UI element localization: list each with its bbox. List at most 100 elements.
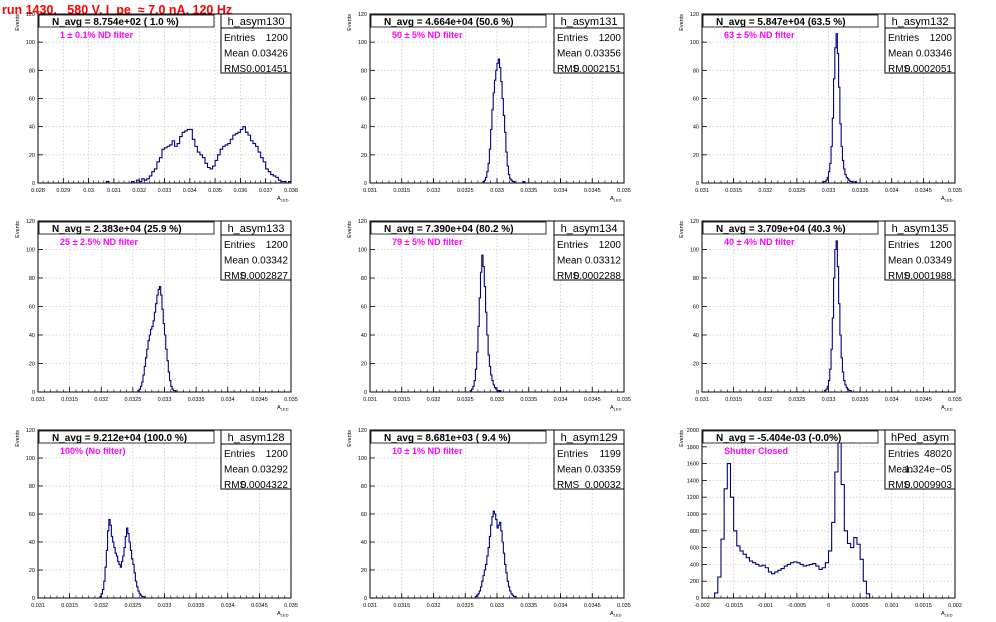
y-tick-label: 40 [361, 333, 367, 339]
x-axis-label: ALED [941, 405, 953, 412]
x-tick-label: -0.002 [694, 603, 710, 609]
stats-value-entries: 1200 [599, 33, 622, 44]
stats-key-entries: Entries [888, 240, 919, 251]
x-tick-label: 0.035 [948, 397, 962, 403]
stats-value-mean: 0.03426 [252, 49, 289, 60]
histogram-panel-h_asym134: 0.031 0.0315 0.032 0.0325 0.033 0.0335 0.034 0.… [347, 219, 631, 412]
x-tick-label: 0.0315 [393, 397, 410, 403]
stats-value-entries: 1200 [599, 240, 622, 251]
y-tick-label: 600 [690, 546, 699, 552]
y-tick-label: 80 [29, 276, 35, 282]
histogram-name: h_asym129 [561, 432, 618, 444]
x-tick-label: 0.033 [158, 188, 172, 194]
x-tick-label: 0.034 [885, 188, 899, 194]
y-tick-label: 20 [693, 153, 699, 159]
x-tick-label: 0.037 [259, 188, 273, 194]
stats-key-entries: Entries [224, 33, 255, 44]
y-tick-label: 0 [32, 390, 35, 396]
plot-frame [369, 220, 625, 393]
x-tick-label: 0.0335 [852, 397, 869, 403]
y-tick-label: 40 [29, 333, 35, 339]
x-tick-label: 0.035 [284, 397, 298, 403]
y-tick-label: 1000 [687, 512, 699, 518]
stats-key-mean: Mean [224, 49, 249, 60]
x-axis-label: ALED [941, 196, 953, 203]
y-tick-label: 80 [361, 68, 367, 74]
stats-value-rms: 0.0002827 [241, 271, 289, 282]
histogram-panel-h_asym130: 0.028 0.029 0.03 0.031 0.032 0.033 0.034 0.035 0… [15, 12, 298, 203]
x-tick-label: 0.031 [31, 603, 45, 609]
stats-value-mean: 0.03349 [916, 256, 953, 267]
y-tick-label: 80 [693, 276, 699, 282]
y-tick-label: 80 [29, 484, 35, 490]
navg-box [370, 14, 547, 28]
x-tick-label: 0.0325 [457, 397, 474, 403]
x-tick-label: 0.032 [132, 188, 146, 194]
y-axis-label: Events [679, 14, 685, 31]
navg-text: N_avg = 5.847e+04 (63.5 %) [716, 17, 846, 28]
y-tick-label: 100 [26, 456, 35, 462]
filter-label: 79 ± 5% ND filter [392, 237, 463, 247]
x-tick-label: 0.0345 [584, 603, 601, 609]
x-tick-label: 0.0345 [584, 397, 601, 403]
y-tick-label: 40 [361, 125, 367, 131]
x-tick-label: 0.0325 [788, 397, 805, 403]
stats-key-entries: Entries [557, 33, 588, 44]
stats-key-rms: RMS [224, 64, 247, 75]
x-tick-label: 0.035 [948, 188, 962, 194]
y-tick-label: 40 [29, 540, 35, 546]
plot-frame [701, 429, 956, 599]
x-tick-label: 0.002 [948, 603, 962, 609]
y-tick-label: 0 [364, 181, 367, 187]
stats-key-entries: Entries [557, 240, 588, 251]
stats-box: h_asym132 Entries 1200 Mean 0.03346 RMS0.0002… [884, 13, 956, 75]
y-tick-label: 40 [29, 125, 35, 131]
y-tick-label: 60 [29, 305, 35, 311]
histogram-line [105, 126, 292, 184]
histogram-line [482, 58, 526, 184]
stats-value-entries: 1200 [266, 33, 289, 44]
stats-key-rms: RMS [224, 480, 247, 491]
navg-box [38, 14, 215, 28]
navg-text: N_avg = 8.681e+03 ( 9.4 %) [384, 433, 511, 444]
y-tick-label: 120 [26, 12, 35, 18]
x-axis-label: ALED [277, 405, 289, 412]
y-tick-label: 0 [696, 181, 699, 187]
stats-key-rms: RMS [888, 480, 911, 491]
y-tick-label: 20 [29, 362, 35, 368]
y-tick-label: 400 [690, 562, 699, 568]
navg-text: N_avg = 2.383e+04 (25.9 %) [52, 224, 182, 235]
x-tick-label: 0.034 [885, 397, 899, 403]
x-tick-label: 0.035 [284, 603, 298, 609]
y-tick-label: 800 [690, 529, 699, 535]
navg-text: N_avg = 8.754e+02 ( 1.0 %) [52, 17, 179, 28]
x-tick-label: 0.033 [490, 397, 504, 403]
histogram-name: h_asym130 [228, 16, 285, 28]
navg-box [702, 430, 879, 444]
x-tick-label: 0.033 [490, 188, 504, 194]
y-tick-label: 1200 [687, 495, 699, 501]
filter-label: 40 ± 4% ND filter [724, 237, 795, 247]
y-axis-label: Events [347, 221, 353, 238]
stats-key-entries: Entries [224, 240, 255, 251]
x-tick-label: 0.028 [31, 188, 45, 194]
stats-value-rms: 0.001451 [246, 64, 288, 75]
y-tick-label: 100 [690, 40, 699, 46]
stats-value-mean: 0.03346 [916, 49, 953, 60]
x-tick-label: 0.0315 [61, 397, 78, 403]
y-tick-label: 120 [690, 219, 699, 225]
x-tick-label: 0 [827, 603, 830, 609]
y-tick-label: 80 [361, 276, 367, 282]
y-tick-label: 40 [361, 540, 367, 546]
stats-key-mean: Mean [557, 465, 582, 476]
histogram-name: h_asym134 [561, 223, 618, 235]
histogram-name: h_asym135 [892, 223, 949, 235]
stats-value-rms: 0.0001988 [905, 271, 953, 282]
x-tick-label: 0.0325 [788, 188, 805, 194]
stats-key-rms: RMS [888, 271, 911, 282]
plot-frame [701, 220, 956, 393]
stats-key-entries: Entries [557, 449, 588, 460]
histogram-panel-h_asym135: 0.031 0.0315 0.032 0.0325 0.033 0.0335 0.034 0.… [679, 219, 962, 412]
x-tick-label: -0.0005 [788, 603, 807, 609]
